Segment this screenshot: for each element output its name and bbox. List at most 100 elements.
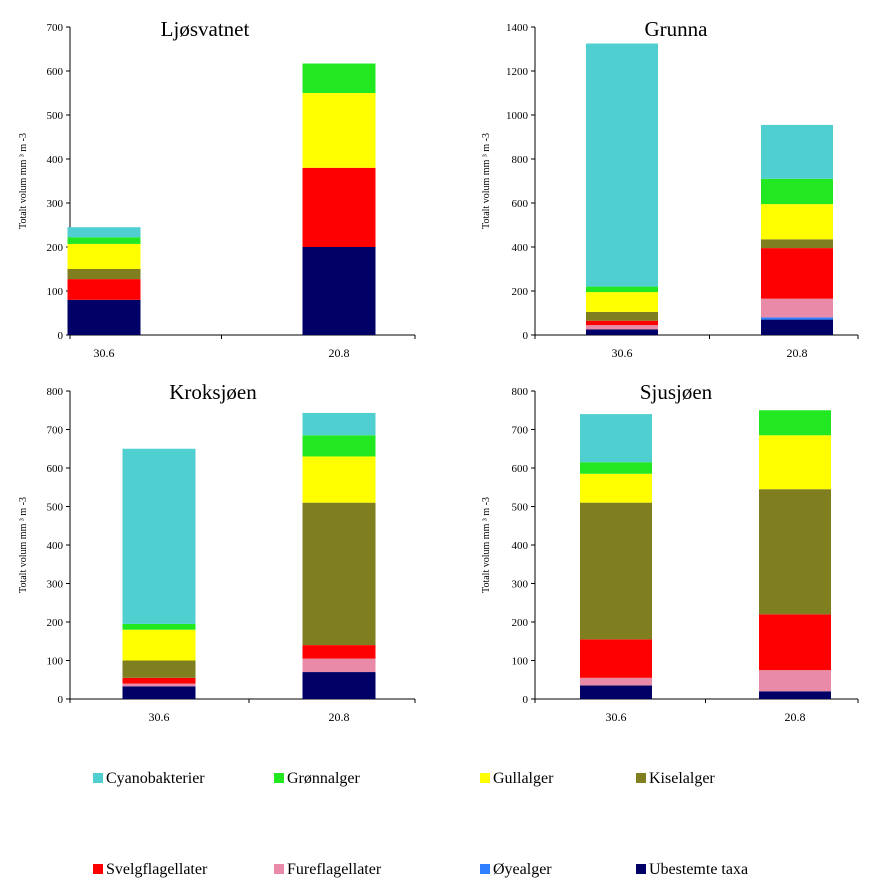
bar-grunna-30-6-kiselalger [586,311,658,321]
y-tick-label: 300 [512,579,529,591]
y-tick-label: 800 [512,386,529,398]
legend-label: Fureflagellater [287,861,382,878]
bar-kroksjoen-20-8-svelgflagellater [302,645,376,659]
chart-title-grunna: Grunna [645,17,709,41]
y-tick-label: 0 [523,694,529,706]
bar-ljosvatnet-30-6-cyanobakterier [67,227,141,238]
y-tick-label: 400 [47,540,64,552]
bar-grunna-30-6-fureflagellater [586,325,658,330]
bar-ljosvatnet-30-6-gullalger [67,243,141,269]
y-tick-label: 600 [47,66,64,78]
bar-ljosvatnet-20-8-gullalger [302,93,376,168]
y-tick-label: 400 [512,242,529,254]
bar-ljosvatnet-20-8-gronnalger [302,63,376,93]
legend-swatch [93,773,103,783]
bar-ljosvatnet-30-6-svelgflagellater [67,279,141,300]
bar-sjusjoen-30-6-gullalger [580,473,652,503]
chart-panel-sjusjoen: 0 100 200 300 400 500 600 700 800 30.6 20.8 Sjusjøe… [481,380,859,724]
y-tick-label: 100 [47,656,64,668]
legend: Cyanobakterier Grønnalger Gullalger Kiselal… [93,770,748,878]
legend-swatch [480,773,490,783]
y-tick-label: 800 [47,386,64,398]
bar-ljosvatnet-30-6-ubestemte-taxa [67,299,141,335]
legend-item-fureflagellater: Fureflagellater [274,861,382,878]
bar-kroksjoen-20-8-cyanobakterier [302,412,376,436]
y-axis-label: Totalt volum mm ³ m -3 [481,497,492,593]
chart-panel-grunna: 0 200 400 600 800 1000 1200 1400 30.6 20.8 Grunna T… [481,17,859,360]
y-tick-label: 1000 [506,110,529,122]
chart-title-sjusjoen: Sjusjøen [640,380,713,404]
y-axis-label: Totalt volum mm ³ m -3 [18,133,29,229]
y-tick-label: 600 [512,198,529,210]
legend-label: Grønnalger [287,770,361,787]
legend-item-gullalger: Gullalger [480,770,554,787]
legend-item-svelgflagellater: Svelgflagellater [93,861,208,878]
bar-kroksjoen-30-6-ubestemte-taxa [122,686,196,699]
legend-label: Gullalger [493,770,554,787]
legend-item-kiselalger: Kiselalger [636,770,715,787]
x-tick-label-20-8: 20.8 [329,710,350,724]
x-tick-label-30-6: 30.6 [149,710,170,724]
legend-label: Ubestemte taxa [649,861,748,878]
legend-item-oyealger: Øyealger [480,861,552,878]
y-tick-label: 400 [512,540,529,552]
bar-kroksjoen-20-8-fureflagellater [302,658,376,673]
x-tick-label-20-8: 20.8 [329,346,350,360]
y-tick-label: 200 [512,286,529,298]
y-tick-label: 500 [47,502,64,514]
legend-label: Kiselalger [649,770,715,787]
y-tick-label: 500 [47,110,64,122]
legend-item-cyanobakterier: Cyanobakterier [93,770,205,787]
bar-kroksjoen-30-6-fureflagellater [122,683,196,687]
bar-sjusjoen-20-8-kiselalger [759,489,831,615]
bar-sjusjoen-20-8-fureflagellater [759,670,831,692]
x-tick-label-30-6: 30.6 [606,710,627,724]
bar-kroksjoen-20-8-gronnalger [302,435,376,457]
bar-sjusjoen-20-8-svelgflagellater [759,614,831,671]
bar-ljosvatnet-30-6-gronnalger [67,237,141,244]
bar-grunna-20-8-oyealger [761,317,833,320]
legend-swatch [274,864,284,874]
bar-grunna-20-8-cyanobakterier [761,124,833,179]
bar-grunna-20-8-gullalger [761,204,833,240]
bar-kroksjoen-20-8-gullalger [302,456,376,503]
chart-panel-ljosvatnet: 0 100 200 300 400 500 600 700 30.6 20.8 Ljøsvatnet… [18,17,416,360]
bar-grunna-20-8-gronnalger [761,178,833,205]
y-tick-label: 0 [523,330,529,342]
x-tick-label-20-8: 20.8 [787,346,808,360]
bar-grunna-20-8-kiselalger [761,239,833,249]
bar-kroksjoen-30-6-gullalger [122,629,196,661]
y-tick-label: 500 [512,502,529,514]
x-tick-label-30-6: 30.6 [612,346,633,360]
bar-sjusjoen-20-8-ubestemte-taxa [759,691,831,699]
y-tick-label: 600 [47,463,64,475]
legend-item-gronnalger: Grønnalger [274,770,361,787]
legend-swatch [93,864,103,874]
bar-grunna-20-8-fureflagellater [761,298,833,318]
legend-swatch [274,773,284,783]
bar-grunna-20-8-svelgflagellater [761,248,833,299]
y-tick-label: 600 [512,463,529,475]
bar-kroksjoen-20-8-kiselalger [302,502,376,646]
chart-title-kroksjoen: Kroksjøen [169,380,257,404]
y-tick-label: 200 [47,617,64,629]
y-tick-label: 700 [512,425,529,437]
bar-sjusjoen-30-6-svelgflagellater [580,639,652,678]
bar-kroksjoen-30-6-svelgflagellater [122,677,196,684]
bar-grunna-30-6-cyanobakterier [586,43,658,287]
bar-sjusjoen-20-8-gronnalger [759,410,831,436]
y-tick-label: 100 [47,286,64,298]
bar-sjusjoen-30-6-cyanobakterier [580,414,652,463]
y-tick-label: 0 [58,694,64,706]
bar-kroksjoen-30-6-cyanobakterier [122,448,196,624]
y-tick-label: 100 [512,656,529,668]
y-axis-label: Totalt volum mm ³ m -3 [481,133,492,229]
bar-ljosvatnet-20-8-ubestemte-taxa [302,247,376,335]
bar-grunna-20-8-ubestemte-taxa [761,319,833,335]
bar-ljosvatnet-30-6-kiselalger [67,269,141,280]
legend-label: Cyanobakterier [106,770,205,787]
y-tick-label: 700 [47,425,64,437]
bar-sjusjoen-20-8-gullalger [759,435,831,490]
x-tick-label-20-8: 20.8 [785,710,806,724]
